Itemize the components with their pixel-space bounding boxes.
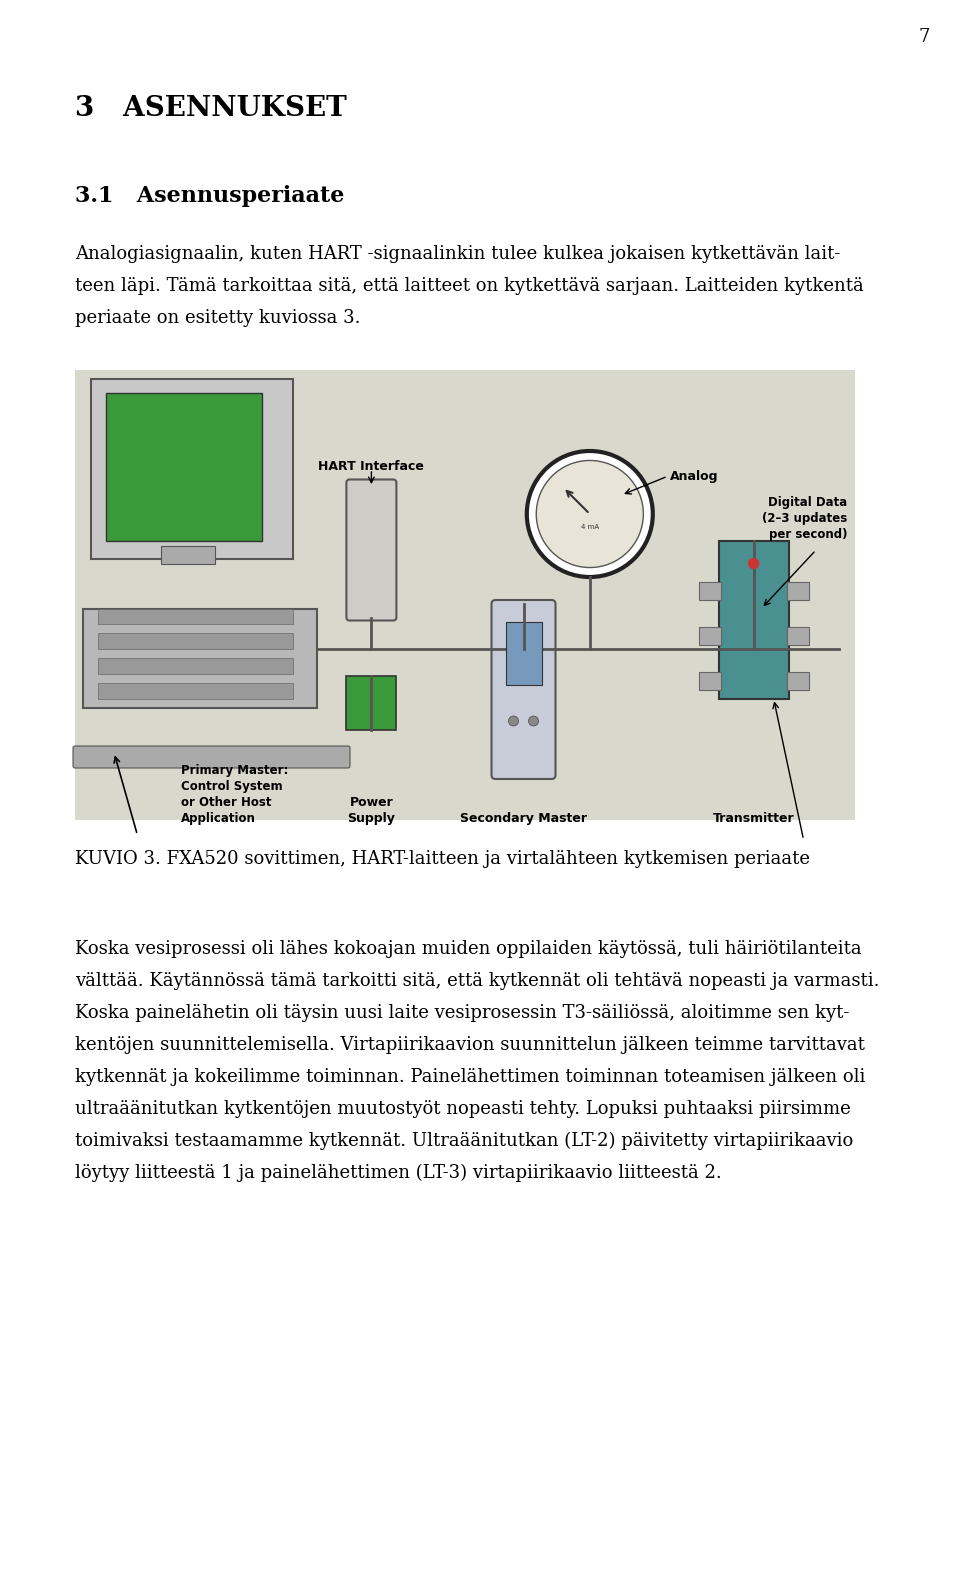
FancyBboxPatch shape [73,746,350,768]
Text: löytyy liitteestä 1 ja painelähettimen (LT-3) virtapiirikaavio liitteestä 2.: löytyy liitteestä 1 ja painelähettimen (… [75,1164,722,1183]
FancyBboxPatch shape [99,609,294,624]
Circle shape [749,558,758,568]
Text: periaate on esitetty kuviossa 3.: periaate on esitetty kuviossa 3. [75,309,361,326]
Circle shape [537,460,643,568]
Text: Power
Supply: Power Supply [348,796,396,825]
Text: Transmitter: Transmitter [712,812,795,825]
FancyBboxPatch shape [699,672,721,689]
Text: Koska vesiprosessi oli lähes kokoajan muiden oppilaiden käytössä, tuli häiriötil: Koska vesiprosessi oli lähes kokoajan mu… [75,940,862,957]
FancyBboxPatch shape [786,672,808,689]
Text: HART Interface: HART Interface [319,460,424,473]
FancyBboxPatch shape [83,609,317,708]
FancyBboxPatch shape [786,626,808,645]
Text: ultraäänitutkan kytkentöjen muutostyöt nopeasti tehty. Lopuksi puhtaaksi piirsim: ultraäänitutkan kytkentöjen muutostyöt n… [75,1101,851,1118]
Text: kentöjen suunnittelemisella. Virtapiirikaavion suunnittelun jälkeen teimme tarvi: kentöjen suunnittelemisella. Virtapiirik… [75,1036,865,1053]
Text: teen läpi. Tämä tarkoittaa sitä, että laitteet on kytkettävä sarjaan. Laitteiden: teen läpi. Tämä tarkoittaa sitä, että la… [75,278,864,295]
FancyBboxPatch shape [492,599,556,779]
FancyBboxPatch shape [699,582,721,599]
Text: Analogiasignaalin, kuten HART -signaalinkin tulee kulkea jokaisen kytkettävän la: Analogiasignaalin, kuten HART -signaalin… [75,244,840,263]
Text: Analog: Analog [670,470,718,483]
Text: KUVIO 3. FXA520 sovittimen, HART-laitteen ja virtalähteen kytkemisen periaate: KUVIO 3. FXA520 sovittimen, HART-laittee… [75,850,810,867]
FancyBboxPatch shape [99,634,294,650]
FancyBboxPatch shape [99,683,294,699]
Text: välttää. Käytännössä tämä tarkoitti sitä, että kytkennät oli tehtävä nopeasti ja: välttää. Käytännössä tämä tarkoitti sitä… [75,971,879,990]
FancyBboxPatch shape [347,677,396,730]
Text: 4 mA: 4 mA [581,524,599,530]
Text: 3.1   Asennusperiaate: 3.1 Asennusperiaate [75,185,345,207]
Text: Koska painelähetin oli täysin uusi laite vesiprosessin T3-säiliössä, aloitimme s: Koska painelähetin oli täysin uusi laite… [75,1005,850,1022]
FancyBboxPatch shape [75,371,855,820]
FancyBboxPatch shape [719,541,788,699]
FancyBboxPatch shape [107,393,262,541]
Text: Digital Data
(2–3 updates
per second): Digital Data (2–3 updates per second) [762,497,848,541]
FancyBboxPatch shape [90,378,294,558]
Circle shape [529,716,539,725]
Circle shape [509,716,518,725]
Circle shape [527,451,653,577]
FancyBboxPatch shape [699,626,721,645]
FancyBboxPatch shape [786,582,808,599]
FancyBboxPatch shape [506,621,541,684]
Text: 3   ASENNUKSET: 3 ASENNUKSET [75,95,347,121]
Text: Secondary Master: Secondary Master [460,812,587,825]
Text: Primary Master:
Control System
or Other Host
Application: Primary Master: Control System or Other … [181,763,289,825]
FancyBboxPatch shape [161,546,215,563]
FancyBboxPatch shape [99,658,294,673]
Text: toimivaksi testaamamme kytkennät. Ultraäänitutkan (LT-2) päivitetty virtapiirika: toimivaksi testaamamme kytkennät. Ultraä… [75,1132,853,1150]
Text: 7: 7 [919,28,930,46]
FancyBboxPatch shape [347,479,396,620]
Text: kytkennät ja kokeilimme toiminnan. Painelähettimen toiminnan toteamisen jälkeen : kytkennät ja kokeilimme toiminnan. Paine… [75,1068,865,1087]
